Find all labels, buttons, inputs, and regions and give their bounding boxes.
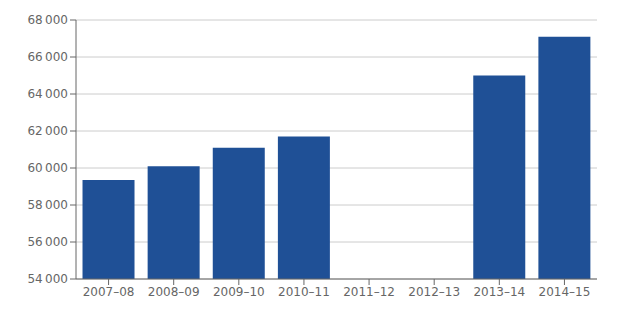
svg-text:58 000: 58 000: [27, 198, 68, 212]
svg-text:66 000: 66 000: [27, 50, 68, 64]
svg-text:68 000: 68 000: [27, 13, 68, 27]
svg-text:2008–09: 2008–09: [148, 285, 200, 299]
svg-text:2013–14: 2013–14: [473, 285, 525, 299]
svg-text:60 000: 60 000: [27, 161, 68, 175]
svg-text:62 000: 62 000: [27, 124, 68, 138]
svg-text:64 000: 64 000: [27, 87, 68, 101]
svg-text:2007–08: 2007–08: [83, 285, 135, 299]
svg-text:2009–10: 2009–10: [213, 285, 265, 299]
svg-text:2014–15: 2014–15: [539, 285, 591, 299]
svg-text:2011–12: 2011–12: [343, 285, 395, 299]
svg-text:56 000: 56 000: [27, 235, 68, 249]
svg-text:2012–13: 2012–13: [408, 285, 460, 299]
svg-text:2010–11: 2010–11: [278, 285, 330, 299]
svg-text:54 000: 54 000: [27, 272, 68, 286]
